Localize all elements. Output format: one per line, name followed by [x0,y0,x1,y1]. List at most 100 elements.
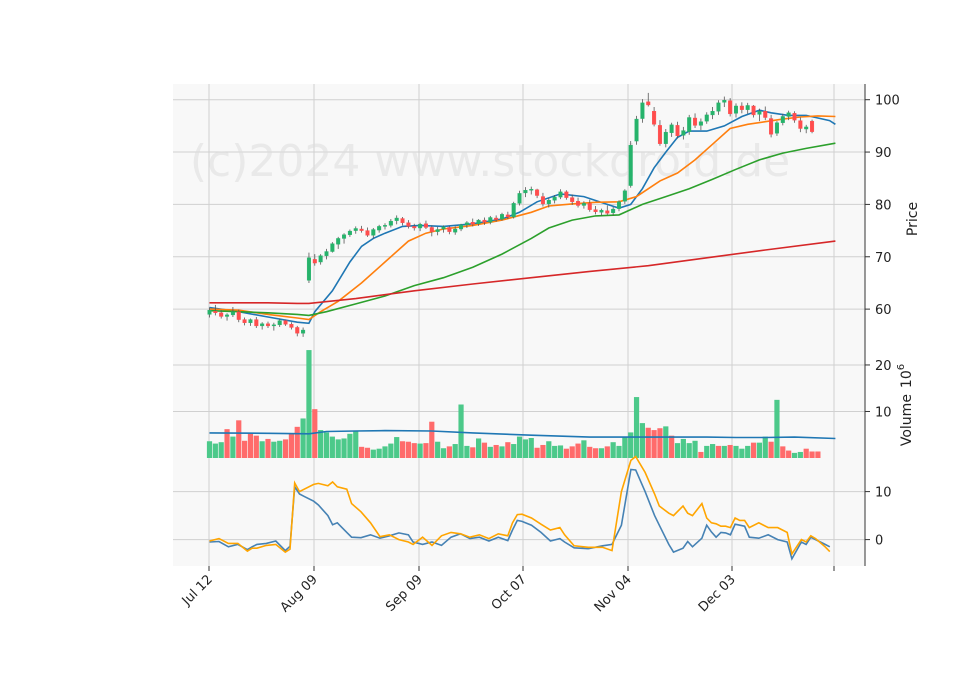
volume-bar [809,451,815,458]
price-tick-label: 100 [875,94,900,109]
candle [306,252,311,283]
volume-bar [230,436,236,458]
volume-bar [598,448,605,458]
candle [593,205,598,215]
candle [728,98,733,117]
candles [207,92,815,337]
volume-moving-average [209,429,836,440]
oscillator-tick-label: 0 [875,534,883,549]
candle [628,141,633,188]
volume-bar [236,420,242,458]
volume-bar [288,433,294,458]
volume-bar [347,433,353,458]
candle [669,122,674,137]
candle [441,225,446,233]
volume-bar [663,426,669,458]
volume-tick-label: 20 [875,359,892,374]
candle [751,104,756,118]
candle [330,242,335,253]
candle [453,226,458,235]
candle [611,207,616,216]
candle [745,102,750,114]
volume-bar [704,445,710,458]
x-tick-label: Nov 04 [592,572,635,615]
candle [225,313,230,321]
volume-bar [452,444,458,458]
volume-bar [476,438,482,458]
candle [207,307,212,318]
volume-bar [417,443,423,458]
volume-bar [715,445,722,458]
candle [470,218,475,227]
candle [511,201,516,219]
candle [786,110,791,121]
volume-bar [224,429,230,458]
volume-bar [540,444,546,458]
price-tick-label: 60 [875,303,892,318]
candle [301,327,306,337]
volume-bar [493,444,499,458]
candle [798,117,803,133]
candle [581,201,586,209]
candle [634,115,639,145]
volume-bar [265,438,271,458]
candle [482,217,487,225]
candle [722,96,727,108]
candle [423,220,428,230]
candle [318,254,323,265]
candle [529,186,534,195]
volume-bar [587,446,593,458]
volume-bar [323,432,330,458]
volume-bar [657,428,663,458]
candle [617,200,622,212]
candle [500,212,505,221]
volume-bar [364,447,371,458]
candle [517,190,522,206]
volume-bar [505,442,511,458]
oscillator-tick-label: 10 [875,486,892,501]
candle [260,322,265,330]
volume-bar [282,439,289,458]
volume-bar [335,439,341,458]
volume-bar [405,441,411,458]
volume-bar [481,442,488,458]
volume-bar [721,445,727,458]
volume-bar [259,441,265,458]
volume-bar [698,451,704,458]
candle [587,199,592,212]
candle [295,325,300,337]
candle [552,194,557,204]
volume-multiplier: 10 [899,370,915,388]
volume-bar [768,441,774,458]
volume-bar [610,442,616,458]
candle [248,318,253,326]
candle [476,219,481,226]
candle [388,219,393,228]
candle [605,205,610,215]
candle [266,321,271,328]
candle [324,248,329,260]
candle [342,233,347,244]
volume-bar [750,442,757,458]
volume-bar [218,442,224,458]
volume-average-line [209,429,836,440]
oscillator-panel [173,458,865,566]
candle [377,224,382,233]
volume-bar [253,435,259,458]
volume-bar [528,437,534,458]
candle [681,126,686,140]
candle [757,108,762,122]
volume-bar [803,448,809,458]
volume-bar [277,440,283,458]
candle [283,319,288,326]
candle [698,118,703,131]
volume-bar [329,436,335,458]
candle [640,99,645,123]
volume-bar [651,430,657,458]
candle [564,190,569,200]
volume-bar [429,421,435,458]
candle [447,225,452,235]
volume-bar [341,438,347,458]
svg-text:Volume106: Volume 106 [896,364,915,446]
